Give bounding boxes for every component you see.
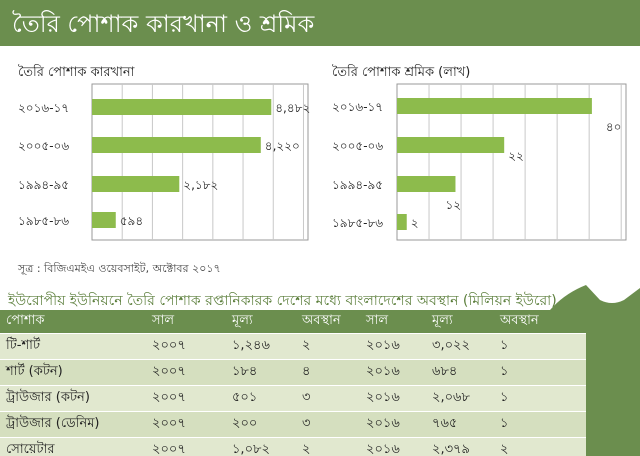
table-cell: ২০০৭ [152,338,186,353]
table-cell: ১ [500,390,509,405]
table-cell: ১,০৮২ [232,442,270,456]
value-label: ৪০ [606,120,622,134]
category-label: ১৯৮৫-৮৬ [332,216,383,230]
table-cell: ট্রাউজার (কটন) [6,390,90,405]
value-label: ২২ [508,149,524,163]
value-label: ১২ [445,198,461,212]
column-header: অবস্থান [500,313,539,328]
column-header: পোশাক [6,313,45,328]
source-note: সূত্র : বিজিএমইএ ওয়েবসাইট, অক্টোবর ২০১৭ [18,262,221,275]
bar [397,98,592,114]
table-cell: ২,০৬৮ [432,390,470,405]
table-cell: শার্ট (কটন) [6,364,63,379]
chart-left-title: তৈরি পোশাক কারখানা [18,65,135,80]
bar [92,212,116,228]
chart-factories: ২০১৬-১৭ ৪,৪৮২ ২০০৫-০৬ ৪,২২০ ১৯৯৪-৯৫ ২,১৮২ ১৯৮৫… [18,83,310,241]
bar [397,214,407,230]
column-header: সাল [152,313,175,328]
bar [92,99,272,115]
column-header: সাল [366,313,389,328]
category-label: ১৯৮৫-৮৬ [18,214,69,228]
value-label: ৫৯৪ [120,214,143,228]
table-cell: সোয়েটার [6,442,55,456]
table-cell: ৩ [302,390,311,405]
category-label: ২০১৬-১৭ [332,100,383,114]
table-cell: ৫০১ [232,390,258,405]
chart-workers: ২০১৬-১৭ ৪০ ২০০৫-০৬ ২২ ১৯৯৪-৯৫ ১২ ১৯৮৫-৮৬ ২ [332,83,627,241]
table-cell: ৭৬৫ [432,416,458,431]
table-cell: ৩,০২২ [432,338,470,353]
table-cell: টি-শার্ট [6,338,41,353]
category-label: ২০০৫-০৬ [18,139,69,153]
table-cell: ২০১৬ [366,442,400,456]
category-label: ১৯৯৪-৯৫ [332,178,383,192]
chart-right-title: তৈরি পোশাক শ্রমিক (লাখ) [332,65,471,80]
table-cell: ২০০ [232,416,258,431]
table-row: সোয়েটার ২০০৭ ১,০৮২ ২ ২০১৬ ২,৩৭৯ ২ [0,438,586,456]
table-cell: ২০১৬ [366,390,400,405]
table-cell: ২০০৭ [152,364,186,379]
table-cell: ২০১৬ [366,364,400,379]
table-cell: ৪ [302,364,311,379]
table-cell: ২,৩৭৯ [432,442,470,456]
table-cell: ১ [500,338,509,353]
table-header-row: পোশাক সাল মূল্য অবস্থান সাল মূল্য অবস্থান [0,310,586,334]
table-cell: ২০১৬ [366,416,400,431]
table-cell: ১ [500,364,509,379]
bar [92,176,180,192]
bar [92,137,261,153]
table-cell: ২০১৬ [366,338,400,353]
category-label: ২০০৫-০৬ [332,139,383,153]
table-cell: ১৮৪ [232,364,258,379]
rankings-table: পোশাক সাল মূল্য অবস্থান সাল মূল্য অবস্থান টি-শ… [0,310,586,456]
category-label: ২০১৬-১৭ [18,101,69,115]
table-cell: ট্রাউজার (ডেনিম) [6,416,100,431]
table-title: ইউরোপীয় ইউনিয়নে তৈরি পোশাক রপ্তানিকারক… [8,293,557,309]
value-label: ৪,২২০ [265,139,300,153]
table-cell: ২ [500,442,509,456]
table-cell: ২০০৭ [152,416,186,431]
title-bar: তৈরি পোশাক কারখানা ও শ্রমিক [0,0,640,46]
table-row: ট্রাউজার (ডেনিম) ২০০৭ ২০০ ৩ ২০১৬ ৭৬৫ ১ [0,412,586,438]
table-cell: ১,২৪৬ [232,338,270,353]
table-row: ট্রাউজার (কটন) ২০০৭ ৫০১ ৩ ২০১৬ ২,০৬৮ ১ [0,386,586,412]
main-title: তৈরি পোশাক কারখানা ও শ্রমিক [12,10,315,38]
table-cell: ৬৮৪ [432,364,458,379]
table-cell: ১ [500,416,509,431]
value-label: ৪,৪৮২ [275,101,310,115]
table-cell: ২ [302,442,311,456]
category-label: ১৯৯৪-৯৫ [18,178,69,192]
column-header: মূল্য [232,313,253,328]
value-label: ২ [411,216,419,230]
value-label: ২,১৮২ [183,178,218,192]
bar [397,137,505,153]
table-cell: ২ [302,338,311,353]
bar [397,176,456,192]
table-row: টি-শার্ট ২০০৭ ১,২৪৬ ২ ২০১৬ ৩,০২২ ১ [0,334,586,360]
table-cell: ৩ [302,416,311,431]
table-row: শার্ট (কটন) ২০০৭ ১৮৪ ৪ ২০১৬ ৬৮৪ ১ [0,360,586,386]
column-header: অবস্থান [302,313,341,328]
table-cell: ২০০৭ [152,390,186,405]
table-cell: ২০০৭ [152,442,186,456]
column-header: মূল্য [432,313,453,328]
